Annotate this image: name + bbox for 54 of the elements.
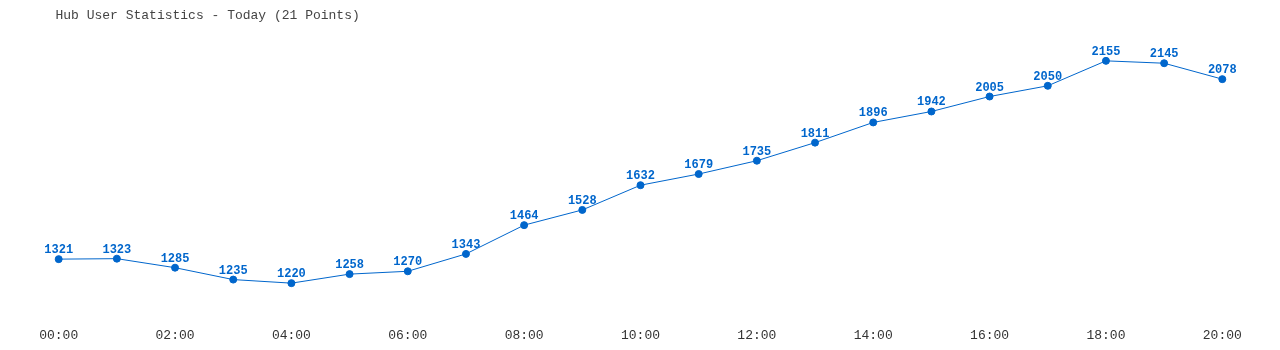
point — [229, 275, 238, 284]
point — [752, 156, 761, 165]
x-tick-label: 12:00 — [737, 327, 777, 343]
x-tick-label: 04:00 — [271, 327, 311, 343]
data-label: 1632 — [626, 169, 655, 184]
point — [985, 92, 994, 101]
data-label: 1735 — [742, 144, 772, 159]
data-label: 1235 — [218, 263, 248, 278]
x-tick-label: 10:00 — [621, 327, 661, 343]
point — [345, 270, 354, 279]
data-label: 1528 — [567, 193, 597, 208]
data-label: 1258 — [335, 258, 364, 273]
data-label: 1323 — [102, 242, 132, 257]
data-label: 2005 — [975, 80, 1004, 95]
data-label: 2050 — [1033, 69, 1063, 84]
point — [171, 263, 180, 272]
point — [461, 249, 470, 258]
data-label: 1343 — [451, 237, 481, 252]
point — [1043, 81, 1052, 90]
point — [694, 170, 703, 179]
x-tick-label: 18:00 — [1086, 327, 1126, 343]
x-tick-label: 06:00 — [388, 327, 428, 343]
point — [811, 138, 820, 147]
point — [403, 267, 412, 276]
x-tick-label: 00:00 — [39, 327, 79, 343]
point — [869, 118, 878, 127]
point — [520, 221, 529, 230]
point — [287, 279, 296, 288]
point — [1101, 56, 1110, 65]
point — [1218, 75, 1227, 84]
x-tick-label: 08:00 — [504, 327, 544, 343]
point — [927, 107, 936, 116]
x-tick-label: 16:00 — [970, 327, 1010, 343]
data-label: 1220 — [277, 267, 306, 282]
data-label: 1679 — [684, 158, 714, 173]
data-label: 1285 — [160, 251, 190, 266]
data-label: 1321 — [44, 243, 74, 258]
point — [112, 254, 121, 263]
point — [636, 181, 645, 190]
x-tick-label: 02:00 — [155, 327, 195, 343]
data-label: 1896 — [858, 106, 888, 121]
data-label: 1464 — [509, 209, 539, 224]
data-label: 2078 — [1207, 63, 1237, 78]
data-label: 1270 — [393, 255, 423, 270]
data-label: 2145 — [1149, 47, 1179, 62]
chart-title: Hub User Statistics - Today (21 Points) — [55, 7, 360, 23]
point — [54, 255, 63, 264]
data-label: 1811 — [800, 126, 830, 141]
x-tick-label: 14:00 — [853, 327, 893, 343]
x-tick-label: 20:00 — [1202, 327, 1242, 343]
data-label: 1942 — [917, 95, 946, 110]
point — [1160, 59, 1169, 68]
point — [578, 205, 587, 214]
data-label: 2155 — [1091, 44, 1121, 59]
